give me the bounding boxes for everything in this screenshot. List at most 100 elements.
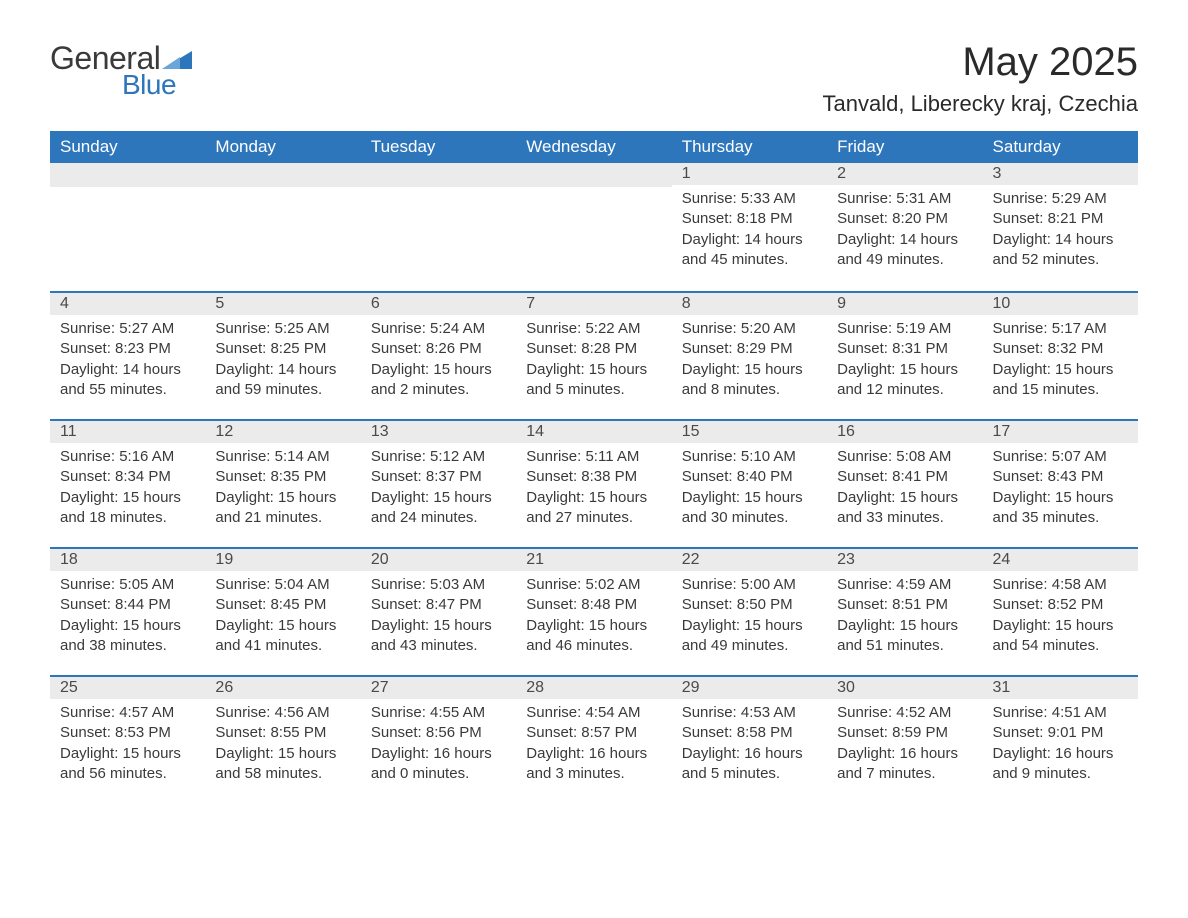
day-number bbox=[50, 163, 205, 187]
calendar-week-row: 25Sunrise: 4:57 AMSunset: 8:53 PMDayligh… bbox=[50, 675, 1138, 803]
calendar-cell: 28Sunrise: 4:54 AMSunset: 8:57 PMDayligh… bbox=[516, 675, 671, 803]
day-number: 12 bbox=[205, 419, 360, 443]
daylight-text: Daylight: 15 hours and 38 minutes. bbox=[60, 616, 195, 657]
daylight-text: Daylight: 14 hours and 45 minutes. bbox=[682, 230, 817, 271]
day-details: Sunrise: 4:55 AMSunset: 8:56 PMDaylight:… bbox=[361, 699, 516, 794]
sunset-text: Sunset: 8:40 PM bbox=[682, 467, 817, 487]
calendar-cell bbox=[361, 163, 516, 291]
day-number: 27 bbox=[361, 675, 516, 699]
brand-name-part2: Blue bbox=[122, 69, 176, 101]
calendar-cell: 26Sunrise: 4:56 AMSunset: 8:55 PMDayligh… bbox=[205, 675, 360, 803]
sunrise-text: Sunrise: 5:24 AM bbox=[371, 319, 506, 339]
day-details: Sunrise: 4:56 AMSunset: 8:55 PMDaylight:… bbox=[205, 699, 360, 794]
calendar-cell: 13Sunrise: 5:12 AMSunset: 8:37 PMDayligh… bbox=[361, 419, 516, 547]
calendar-table: Sunday Monday Tuesday Wednesday Thursday… bbox=[50, 131, 1138, 803]
day-number: 18 bbox=[50, 547, 205, 571]
day-number: 7 bbox=[516, 291, 671, 315]
sunrise-text: Sunrise: 5:25 AM bbox=[215, 319, 350, 339]
day-details: Sunrise: 5:02 AMSunset: 8:48 PMDaylight:… bbox=[516, 571, 671, 666]
daylight-text: Daylight: 15 hours and 41 minutes. bbox=[215, 616, 350, 657]
sunrise-text: Sunrise: 5:20 AM bbox=[682, 319, 817, 339]
sunrise-text: Sunrise: 4:55 AM bbox=[371, 703, 506, 723]
sunset-text: Sunset: 8:23 PM bbox=[60, 339, 195, 359]
day-number: 5 bbox=[205, 291, 360, 315]
daylight-text: Daylight: 15 hours and 49 minutes. bbox=[682, 616, 817, 657]
sunset-text: Sunset: 8:50 PM bbox=[682, 595, 817, 615]
day-details: Sunrise: 4:59 AMSunset: 8:51 PMDaylight:… bbox=[827, 571, 982, 666]
col-header-sunday: Sunday bbox=[50, 131, 205, 163]
brand-logo: General Blue bbox=[50, 40, 192, 101]
daylight-text: Daylight: 15 hours and 58 minutes. bbox=[215, 744, 350, 785]
calendar-week-row: 4Sunrise: 5:27 AMSunset: 8:23 PMDaylight… bbox=[50, 291, 1138, 419]
day-details: Sunrise: 5:33 AMSunset: 8:18 PMDaylight:… bbox=[672, 185, 827, 280]
day-details: Sunrise: 5:14 AMSunset: 8:35 PMDaylight:… bbox=[205, 443, 360, 538]
day-number: 2 bbox=[827, 163, 982, 185]
sunset-text: Sunset: 8:20 PM bbox=[837, 209, 972, 229]
day-number bbox=[205, 163, 360, 187]
sunset-text: Sunset: 9:01 PM bbox=[993, 723, 1128, 743]
daylight-text: Daylight: 16 hours and 3 minutes. bbox=[526, 744, 661, 785]
page-header: General Blue May 2025 Tanvald, Liberecky… bbox=[50, 40, 1138, 117]
sunrise-text: Sunrise: 4:59 AM bbox=[837, 575, 972, 595]
sunset-text: Sunset: 8:51 PM bbox=[837, 595, 972, 615]
sunrise-text: Sunrise: 5:27 AM bbox=[60, 319, 195, 339]
daylight-text: Daylight: 15 hours and 35 minutes. bbox=[993, 488, 1128, 529]
col-header-wednesday: Wednesday bbox=[516, 131, 671, 163]
daylight-text: Daylight: 15 hours and 18 minutes. bbox=[60, 488, 195, 529]
day-number: 21 bbox=[516, 547, 671, 571]
daylight-text: Daylight: 15 hours and 56 minutes. bbox=[60, 744, 195, 785]
day-details: Sunrise: 5:17 AMSunset: 8:32 PMDaylight:… bbox=[983, 315, 1138, 410]
title-block: May 2025 Tanvald, Liberecky kraj, Czechi… bbox=[823, 40, 1138, 117]
day-details: Sunrise: 4:57 AMSunset: 8:53 PMDaylight:… bbox=[50, 699, 205, 794]
sunrise-text: Sunrise: 5:04 AM bbox=[215, 575, 350, 595]
day-details: Sunrise: 4:54 AMSunset: 8:57 PMDaylight:… bbox=[516, 699, 671, 794]
day-number: 20 bbox=[361, 547, 516, 571]
daylight-text: Daylight: 15 hours and 24 minutes. bbox=[371, 488, 506, 529]
day-details: Sunrise: 5:31 AMSunset: 8:20 PMDaylight:… bbox=[827, 185, 982, 280]
calendar-cell: 7Sunrise: 5:22 AMSunset: 8:28 PMDaylight… bbox=[516, 291, 671, 419]
sunset-text: Sunset: 8:52 PM bbox=[993, 595, 1128, 615]
calendar-cell: 31Sunrise: 4:51 AMSunset: 9:01 PMDayligh… bbox=[983, 675, 1138, 803]
sunset-text: Sunset: 8:45 PM bbox=[215, 595, 350, 615]
daylight-text: Daylight: 15 hours and 43 minutes. bbox=[371, 616, 506, 657]
day-number: 24 bbox=[983, 547, 1138, 571]
sunrise-text: Sunrise: 4:54 AM bbox=[526, 703, 661, 723]
calendar-cell: 16Sunrise: 5:08 AMSunset: 8:41 PMDayligh… bbox=[827, 419, 982, 547]
day-number: 4 bbox=[50, 291, 205, 315]
day-number bbox=[361, 163, 516, 187]
day-details: Sunrise: 5:22 AMSunset: 8:28 PMDaylight:… bbox=[516, 315, 671, 410]
day-number: 26 bbox=[205, 675, 360, 699]
day-number: 19 bbox=[205, 547, 360, 571]
day-number: 22 bbox=[672, 547, 827, 571]
sunrise-text: Sunrise: 5:12 AM bbox=[371, 447, 506, 467]
sunset-text: Sunset: 8:44 PM bbox=[60, 595, 195, 615]
day-details: Sunrise: 5:05 AMSunset: 8:44 PMDaylight:… bbox=[50, 571, 205, 666]
sunset-text: Sunset: 8:31 PM bbox=[837, 339, 972, 359]
day-number: 9 bbox=[827, 291, 982, 315]
calendar-cell: 10Sunrise: 5:17 AMSunset: 8:32 PMDayligh… bbox=[983, 291, 1138, 419]
calendar-cell: 6Sunrise: 5:24 AMSunset: 8:26 PMDaylight… bbox=[361, 291, 516, 419]
calendar-cell: 12Sunrise: 5:14 AMSunset: 8:35 PMDayligh… bbox=[205, 419, 360, 547]
day-details: Sunrise: 5:08 AMSunset: 8:41 PMDaylight:… bbox=[827, 443, 982, 538]
day-details: Sunrise: 5:03 AMSunset: 8:47 PMDaylight:… bbox=[361, 571, 516, 666]
sunset-text: Sunset: 8:41 PM bbox=[837, 467, 972, 487]
day-details: Sunrise: 5:19 AMSunset: 8:31 PMDaylight:… bbox=[827, 315, 982, 410]
sunrise-text: Sunrise: 5:14 AM bbox=[215, 447, 350, 467]
sunset-text: Sunset: 8:47 PM bbox=[371, 595, 506, 615]
sunrise-text: Sunrise: 4:52 AM bbox=[837, 703, 972, 723]
calendar-cell bbox=[205, 163, 360, 291]
daylight-text: Daylight: 15 hours and 5 minutes. bbox=[526, 360, 661, 401]
sunrise-text: Sunrise: 5:00 AM bbox=[682, 575, 817, 595]
day-details: Sunrise: 4:58 AMSunset: 8:52 PMDaylight:… bbox=[983, 571, 1138, 666]
daylight-text: Daylight: 15 hours and 30 minutes. bbox=[682, 488, 817, 529]
day-details: Sunrise: 5:12 AMSunset: 8:37 PMDaylight:… bbox=[361, 443, 516, 538]
daylight-text: Daylight: 15 hours and 21 minutes. bbox=[215, 488, 350, 529]
calendar-body: 1Sunrise: 5:33 AMSunset: 8:18 PMDaylight… bbox=[50, 163, 1138, 803]
col-header-monday: Monday bbox=[205, 131, 360, 163]
sunrise-text: Sunrise: 5:29 AM bbox=[993, 189, 1128, 209]
sunrise-text: Sunrise: 5:17 AM bbox=[993, 319, 1128, 339]
day-number: 16 bbox=[827, 419, 982, 443]
day-details: Sunrise: 5:27 AMSunset: 8:23 PMDaylight:… bbox=[50, 315, 205, 410]
calendar-cell: 3Sunrise: 5:29 AMSunset: 8:21 PMDaylight… bbox=[983, 163, 1138, 291]
daylight-text: Daylight: 15 hours and 12 minutes. bbox=[837, 360, 972, 401]
